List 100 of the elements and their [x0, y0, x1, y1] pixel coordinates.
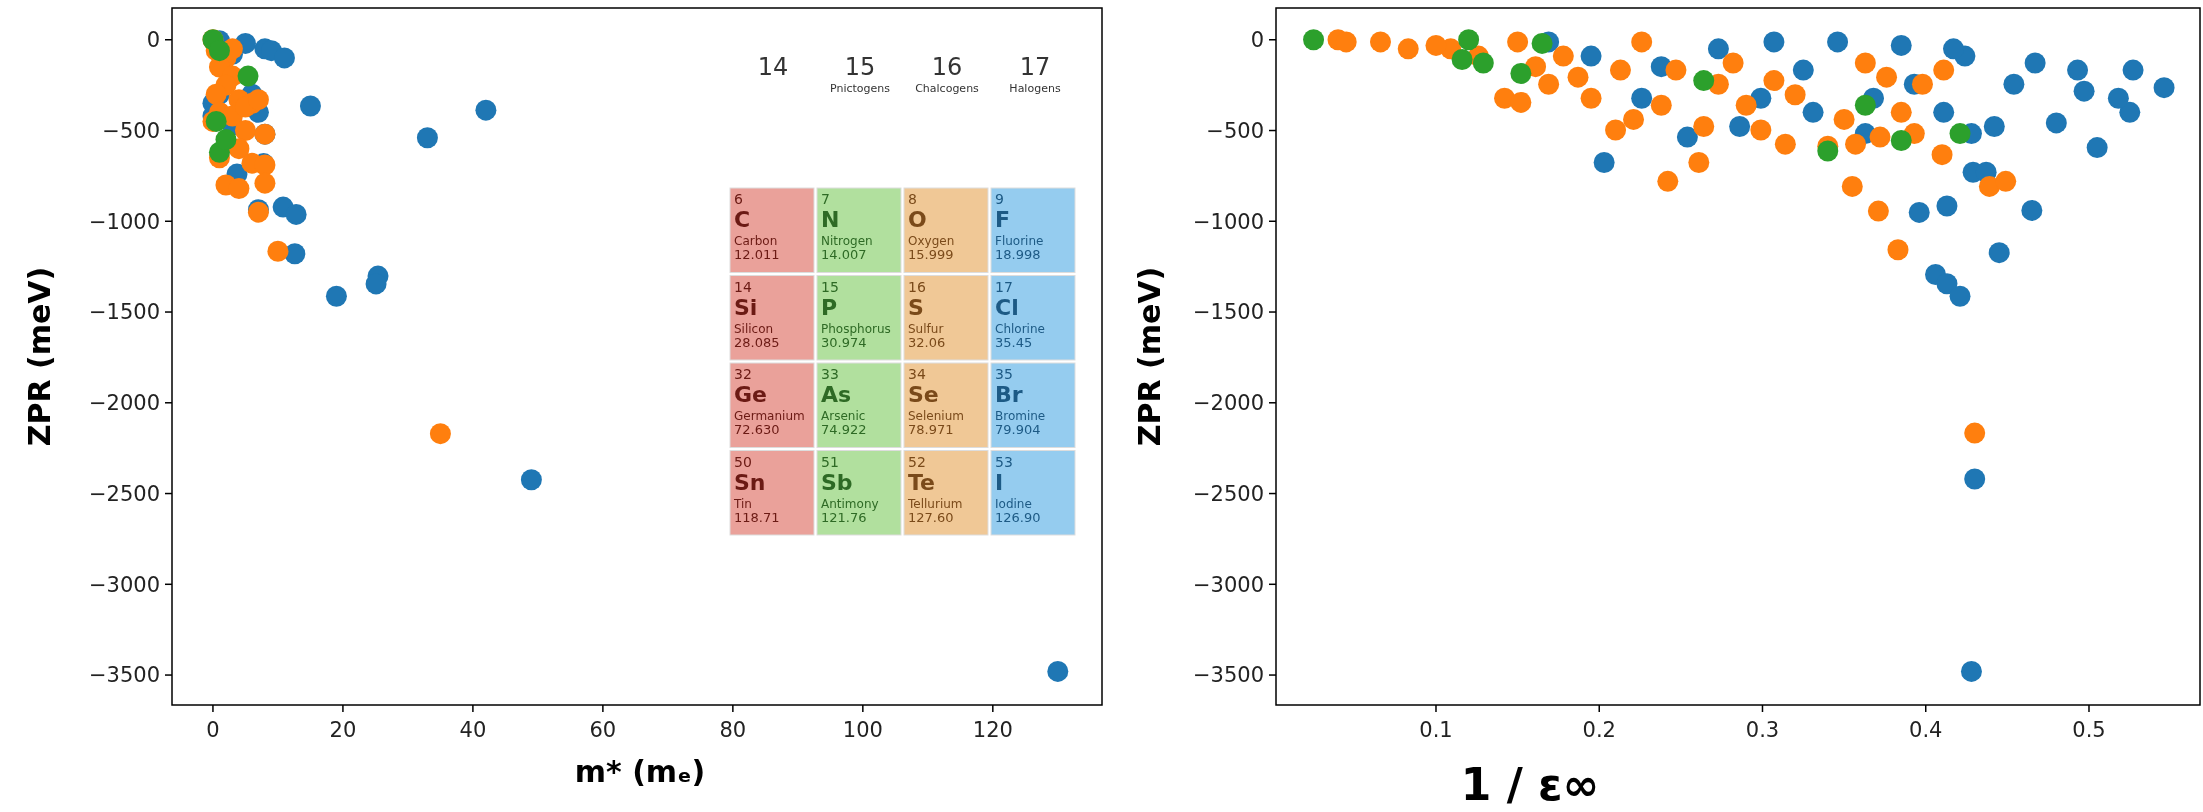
point [1538, 73, 1560, 95]
annotation: 17 [995, 278, 1013, 295]
point [1876, 66, 1898, 88]
point [1827, 31, 1849, 53]
annotation: 35 [995, 366, 1013, 382]
point [1567, 66, 1589, 88]
point [1650, 94, 1672, 116]
y-tick-label: −500 [102, 118, 160, 143]
point [429, 423, 451, 445]
point [1458, 29, 1480, 51]
annotation: 15.999 [908, 247, 954, 262]
y-tick-label: 0 [1250, 28, 1264, 53]
point [1867, 200, 1889, 222]
x-tick-label: 0.5 [2072, 718, 2106, 742]
annotation: 53 [995, 453, 1013, 470]
point [2153, 77, 2175, 99]
point [1784, 84, 1806, 106]
point [1451, 49, 1473, 71]
point [1854, 94, 1876, 116]
x-axis-title: m* (mₑ) [574, 754, 706, 789]
point [1609, 59, 1631, 81]
y-tick-label: −1500 [1192, 300, 1264, 325]
annotation: 78.971 [908, 422, 954, 437]
x-tick-label: 0.4 [1909, 718, 1943, 742]
annotation: 9 [995, 191, 1004, 207]
point [2024, 52, 2046, 74]
annotation: 14 [757, 53, 789, 81]
point [1936, 195, 1958, 217]
annotation: 7 [821, 191, 830, 207]
point [416, 127, 438, 149]
y-tick-label: −3000 [1192, 572, 1264, 597]
point [1931, 144, 1953, 166]
point [1949, 285, 1971, 307]
point [1890, 130, 1912, 151]
point [1908, 201, 1930, 223]
point [1425, 34, 1447, 56]
point [1841, 175, 1863, 197]
point [234, 120, 256, 142]
annotation: I [995, 469, 1004, 495]
point [285, 203, 307, 225]
annotation: Tellurium [907, 496, 963, 511]
annotation: 32.06 [908, 334, 946, 350]
point [1763, 31, 1785, 53]
point [1833, 108, 1855, 130]
annotation: 118.71 [734, 509, 780, 525]
point [1960, 660, 1982, 682]
x-tick-label: 20 [329, 718, 357, 742]
point [1890, 101, 1912, 123]
point [1631, 87, 1653, 109]
annotation: P [821, 294, 838, 320]
point [247, 89, 269, 111]
annotation: Fluorine [995, 234, 1044, 248]
y-axis-title: ZPR (meV) [22, 266, 57, 447]
point [1665, 59, 1687, 81]
annotation: 127.60 [908, 509, 954, 525]
annotation: F [995, 207, 1011, 232]
point [475, 99, 497, 121]
point [1397, 38, 1419, 60]
annotation: Germanium [734, 409, 805, 423]
point [1792, 59, 1814, 81]
annotation: 15 [844, 53, 876, 81]
point [1722, 52, 1744, 74]
x-tick-label: 0 [206, 718, 220, 742]
point [228, 178, 250, 200]
point [1983, 116, 2005, 138]
point [2045, 112, 2067, 134]
annotation: Pnictogens [829, 82, 891, 95]
annotation: 6 [734, 191, 743, 207]
point [1507, 31, 1529, 53]
annotation: 14 [734, 278, 752, 295]
annotation: Antimony [821, 496, 879, 511]
y-tick-label: −3500 [88, 663, 160, 688]
x-tick-label: 100 [842, 718, 883, 742]
annotation: Sulfur [908, 321, 944, 336]
annotation: 34 [908, 366, 926, 382]
point [267, 240, 289, 262]
point [2067, 59, 2089, 81]
point [2073, 80, 2095, 102]
annotation: As [821, 382, 852, 407]
point [1580, 87, 1602, 109]
annotation: 79.904 [995, 422, 1041, 437]
annotation: Br [995, 382, 1023, 407]
point [1763, 70, 1785, 92]
point [1303, 29, 1325, 51]
y-tick-label: 0 [146, 28, 160, 53]
point [1631, 31, 1653, 53]
annotation: Bromine [995, 409, 1046, 423]
y-tick-label: −1000 [1192, 209, 1264, 234]
y-tick-label: −3500 [1192, 663, 1264, 688]
point [1750, 119, 1772, 141]
annotation: 52 [908, 453, 926, 470]
x-tick-label: 0.2 [1582, 718, 1616, 742]
point [1729, 116, 1751, 138]
y-tick-label: −2000 [1192, 391, 1264, 416]
annotation: Ge [734, 382, 767, 407]
point [237, 65, 259, 87]
x-tick-label: 80 [719, 718, 747, 742]
annotation: Sb [821, 469, 853, 495]
annotation: 50 [734, 453, 752, 470]
y-tick-label: −1500 [88, 300, 160, 325]
